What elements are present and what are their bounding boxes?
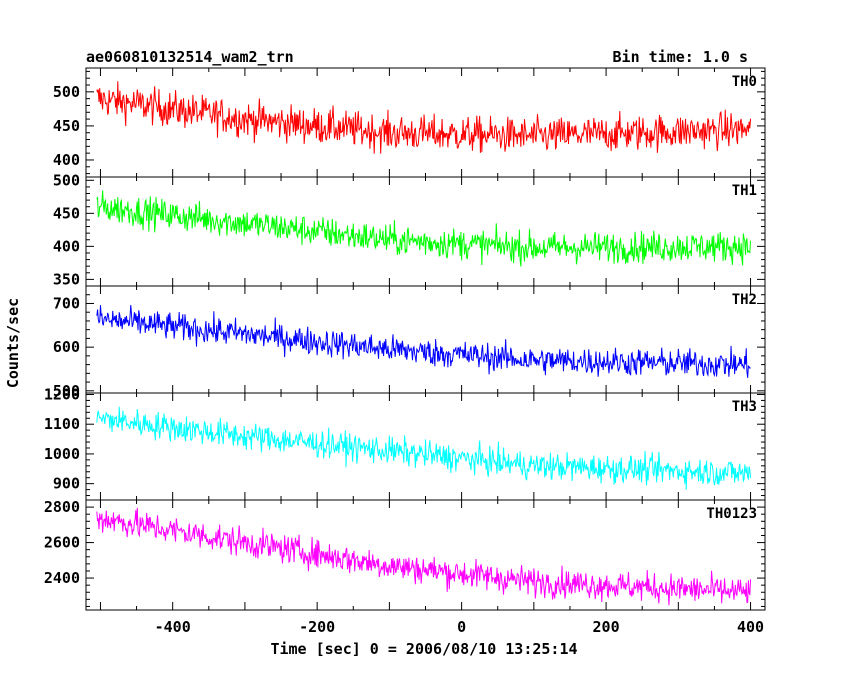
bin-time-label: Bin time: 1.0 s <box>613 48 748 66</box>
panel-frame-th0 <box>85 67 766 178</box>
y-tick-label: 500 <box>53 382 80 400</box>
y-tick-label: 450 <box>53 204 80 222</box>
panel-label-th2: TH2 <box>732 292 757 308</box>
y-tick-label: 350 <box>53 270 80 288</box>
x-tick-label: 200 <box>593 618 620 636</box>
panel-label-th0123: TH0123 <box>706 506 757 522</box>
panel-label-th3: TH3 <box>732 399 757 415</box>
panel-th0123: 2400 2600 2800 TH0123 <box>44 498 766 611</box>
y-tick-label: 450 <box>53 117 80 135</box>
x-tick-label: -200 <box>299 618 335 636</box>
y-tick-label: 500 <box>53 83 80 101</box>
y-tick-label: 1000 <box>44 445 80 463</box>
y-tick-label: 500 <box>53 171 80 189</box>
panels-layer: 400 450 500 TH0 350 400 450 500 TH1 500 600 700 TH2 9… <box>44 67 766 636</box>
y-tick-label: 400 <box>53 151 80 169</box>
x-axis-label: Time [sec] 0 = 2006/08/10 13:25:14 <box>270 640 577 658</box>
y-tick-label: 700 <box>53 294 80 312</box>
series-line-th1 <box>96 190 752 267</box>
panel-th0: 400 450 500 TH0 <box>53 67 766 178</box>
y-tick-label: 900 <box>53 475 80 493</box>
panel-th3: 900 1000 1100 1200 TH3 <box>44 385 766 501</box>
y-tick-label: 400 <box>53 237 80 255</box>
panel-label-th0: TH0 <box>732 74 757 90</box>
series-line-th2 <box>96 305 751 378</box>
x-tick-label: -400 <box>155 618 191 636</box>
y-tick-label: 600 <box>53 338 80 356</box>
y-axis-label: Counts/sec <box>4 298 22 388</box>
x-tick-label: 0 <box>457 618 466 636</box>
panel-th2: 500 600 700 TH2 <box>53 285 766 400</box>
series-line-th0123 <box>96 507 752 606</box>
series-line-th3 <box>96 406 752 490</box>
y-tick-label: 2600 <box>44 534 80 552</box>
panel-frame-th0123 <box>85 499 766 611</box>
panel-frame-th1 <box>85 176 766 287</box>
y-tick-label: 1100 <box>44 415 80 433</box>
panel-th1: 350 400 450 500 TH1 <box>53 171 766 288</box>
panel-frame-th2 <box>85 285 766 394</box>
x-tick-label: 400 <box>737 618 764 636</box>
chart-title: ae060810132514_wam2_trn <box>86 48 294 66</box>
panel-label-th1: TH1 <box>732 183 757 199</box>
series-line-th0 <box>96 81 752 154</box>
y-tick-label: 2400 <box>44 569 80 587</box>
y-tick-label: 2800 <box>44 498 80 516</box>
y-tick-label: 1200 <box>44 385 80 403</box>
